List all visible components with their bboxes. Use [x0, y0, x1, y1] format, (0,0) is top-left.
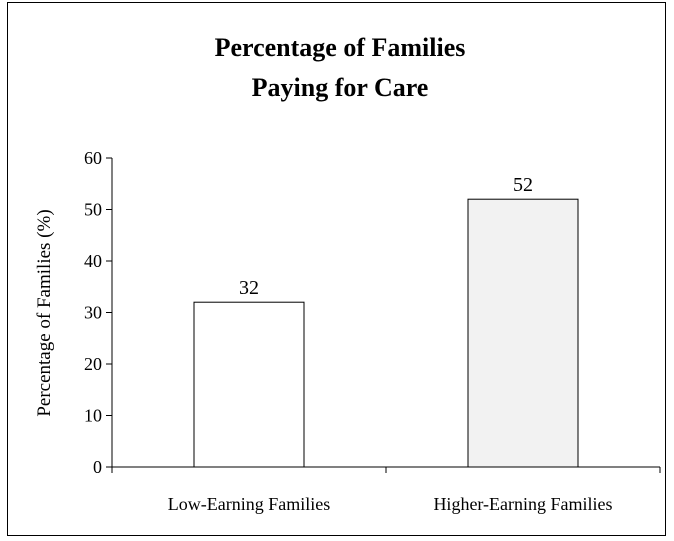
y-tick-label: 0: [93, 457, 102, 477]
y-tick-label: 60: [84, 148, 102, 168]
chart-title-line-1: Percentage of Families: [215, 33, 466, 62]
y-tick-label: 30: [84, 303, 102, 323]
y-tick-label: 40: [84, 251, 102, 271]
category-label-1: Low-Earning Families: [168, 494, 330, 514]
data-label-2: 52: [513, 174, 533, 196]
category-label-2: Higher-Earning Families: [433, 494, 612, 514]
labels: 32 Low-Earning Families 52 Higher-Earning F…: [168, 174, 613, 514]
bar-1: [193, 301, 305, 468]
bar-2: [467, 198, 579, 468]
y-tick-label: 20: [84, 354, 102, 374]
data-label-1: 32: [239, 277, 259, 299]
y-axis-label: Percentage of Families (%): [34, 209, 55, 416]
y-tick-label: 50: [84, 200, 102, 220]
chart-title-line-2: Paying for Care: [252, 73, 429, 102]
bars: [193, 198, 579, 468]
y-tick-label: 10: [84, 406, 102, 426]
